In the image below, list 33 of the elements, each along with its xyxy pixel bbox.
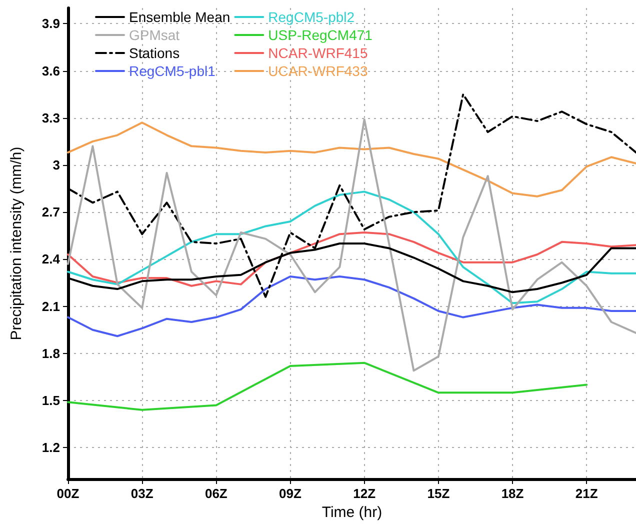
y-tick-label: 3.9 bbox=[42, 16, 60, 32]
line-series bbox=[67, 190, 636, 304]
x-tick-label: 15Z bbox=[427, 486, 450, 501]
legend-label: UCAR-WRF433 bbox=[268, 63, 368, 79]
legend-label: NCAR-WRF415 bbox=[268, 45, 368, 61]
x-axis-title: Time (hr) bbox=[322, 504, 382, 521]
y-axis-title: Precipitation intensity (mm/h) bbox=[8, 146, 25, 340]
legend-label: GPMsat bbox=[129, 27, 180, 43]
x-tick-label: 00Z bbox=[56, 486, 80, 501]
y-tick-label: 1.8 bbox=[42, 346, 60, 361]
y-tick-label: 3.3 bbox=[42, 110, 60, 126]
x-tick-label: 09Z bbox=[279, 486, 302, 501]
x-tick-label: 21Z bbox=[575, 486, 598, 501]
y-tick-label: 2.7 bbox=[42, 204, 60, 220]
x-tick-label: 12Z bbox=[353, 486, 376, 501]
line-series bbox=[67, 232, 636, 287]
x-tick-label: 06Z bbox=[204, 486, 228, 501]
y-tick-label: 1.5 bbox=[42, 393, 60, 408]
y-tick-label: 3.6 bbox=[42, 63, 60, 78]
y-tick-label: 2.1 bbox=[42, 298, 60, 314]
legend-label: Stations bbox=[129, 45, 180, 61]
line-series bbox=[67, 122, 636, 198]
legend-label: RegCM5-pbl2 bbox=[268, 9, 355, 25]
legend-label: RegCM5-pbl1 bbox=[129, 63, 216, 79]
y-tick-label: 2.4 bbox=[42, 252, 61, 267]
line-series bbox=[67, 362, 588, 411]
x-tick-label: 18Z bbox=[501, 486, 524, 501]
x-tick-label: 03Z bbox=[130, 486, 154, 501]
y-tick-label: 3 bbox=[52, 158, 60, 172]
line-series bbox=[67, 275, 636, 338]
legend-label: Ensemble Mean bbox=[129, 9, 230, 25]
y-tick-label: 1.2 bbox=[42, 440, 60, 456]
legend-label: USP-RegCM471 bbox=[268, 27, 373, 43]
